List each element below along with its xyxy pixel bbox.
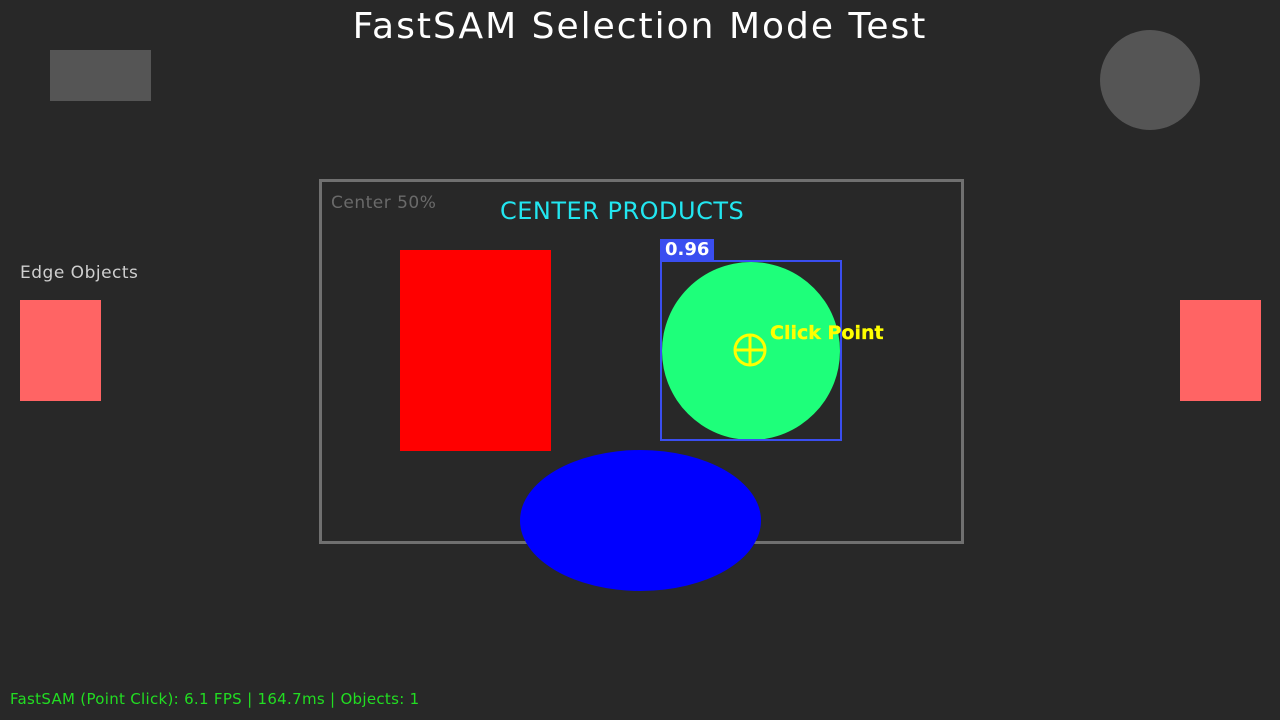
status-readout: FastSAM (Point Click): 6.1 FPS | 164.7ms…: [10, 690, 420, 708]
crosshair-icon[interactable]: [733, 333, 767, 367]
background-rectangle: [50, 50, 151, 101]
red-rectangle-object[interactable]: [400, 250, 551, 451]
confidence-score-badge: 0.96: [660, 239, 714, 261]
blue-ellipse-object[interactable]: [520, 450, 761, 591]
click-point-label: Click Point: [770, 322, 884, 344]
edge-object-left[interactable]: [20, 300, 101, 401]
center-region-label: Center 50%: [331, 193, 437, 213]
background-circle: [1100, 30, 1200, 130]
page-title: FastSAM Selection Mode Test: [352, 6, 928, 47]
center-products-heading: CENTER PRODUCTS: [500, 197, 745, 225]
edge-objects-label: Edge Objects: [20, 263, 139, 283]
selection-bounding-box: [660, 260, 842, 441]
edge-object-right[interactable]: [1180, 300, 1261, 401]
